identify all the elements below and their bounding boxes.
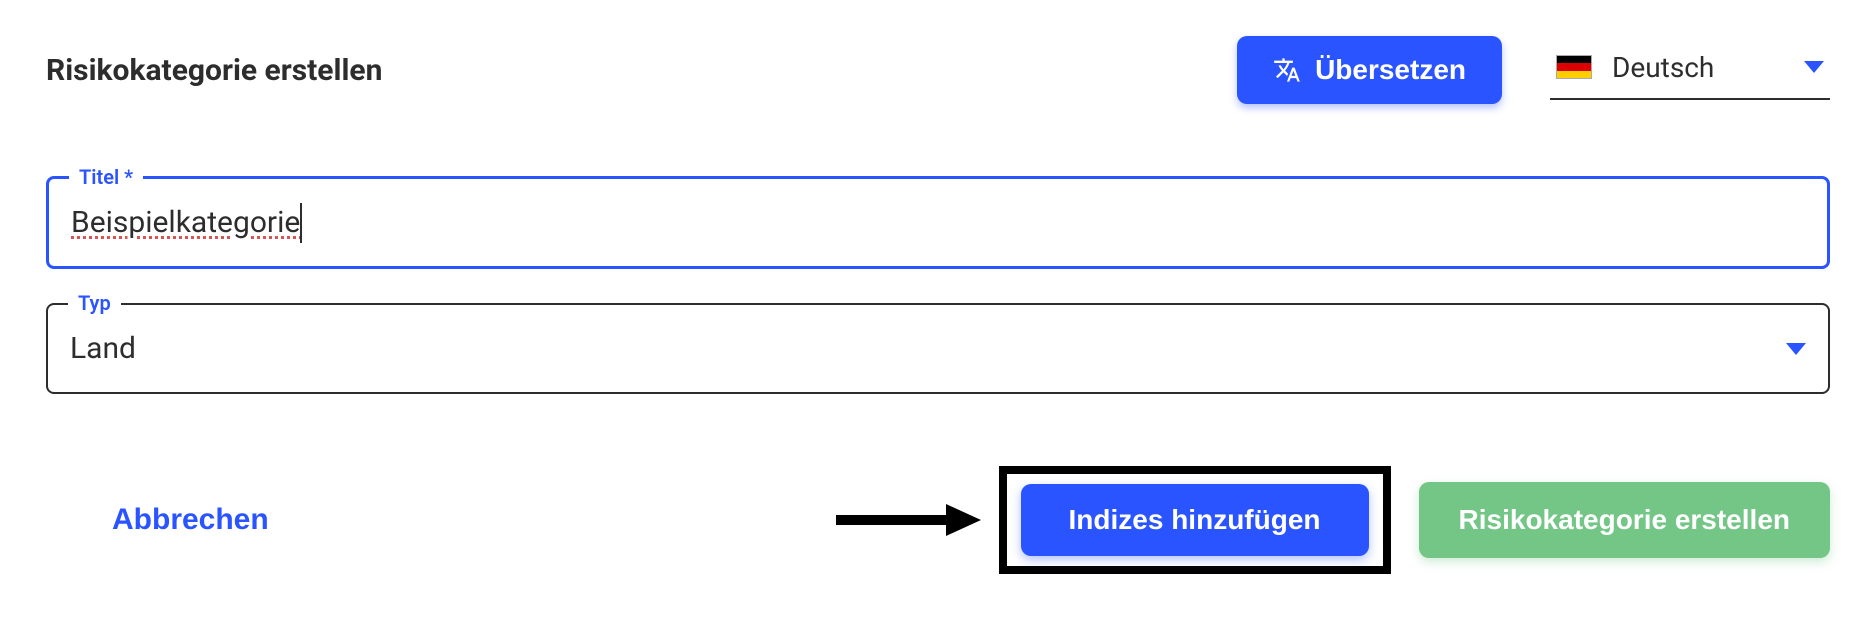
title-field[interactable]: Titel * Beispielkategorie (46, 176, 1830, 269)
language-label: Deutsch (1612, 51, 1784, 84)
translate-button[interactable]: Übersetzen (1237, 36, 1502, 104)
translate-button-label: Übersetzen (1315, 54, 1466, 86)
type-select-value: Land (70, 331, 136, 366)
header-right: Übersetzen Deutsch (1237, 36, 1830, 104)
title-field-label: Titel * (69, 165, 143, 189)
language-select[interactable]: Deutsch (1550, 41, 1830, 100)
type-field-label: Typ (68, 291, 121, 315)
footer: Abbrechen Indizes hinzufügen Risikokateg… (46, 466, 1830, 574)
create-category-button[interactable]: Risikokategorie erstellen (1419, 482, 1830, 558)
annotation-arrow (831, 500, 981, 540)
arrow-right-icon (831, 500, 981, 540)
type-select-row: Land (70, 331, 1806, 366)
annotation-highlight-box: Indizes hinzufügen (999, 466, 1391, 574)
germany-flag-icon (1556, 55, 1592, 79)
text-cursor (300, 203, 302, 243)
chevron-down-icon (1804, 61, 1824, 73)
translate-icon (1273, 56, 1301, 84)
page-title: Risikokategorie erstellen (46, 53, 382, 88)
title-input-wrap: Beispielkategorie (71, 205, 1805, 240)
cancel-button[interactable]: Abbrechen (88, 487, 293, 553)
title-input[interactable]: Beispielkategorie (71, 205, 300, 240)
page-root: Risikokategorie erstellen Übersetzen Deu… (0, 0, 1876, 636)
header: Risikokategorie erstellen Übersetzen Deu… (46, 36, 1830, 104)
form: Titel * Beispielkategorie Typ Land (46, 176, 1830, 394)
add-indices-button[interactable]: Indizes hinzufügen (1021, 484, 1369, 556)
type-field[interactable]: Typ Land (46, 303, 1830, 394)
chevron-down-icon (1786, 343, 1806, 355)
